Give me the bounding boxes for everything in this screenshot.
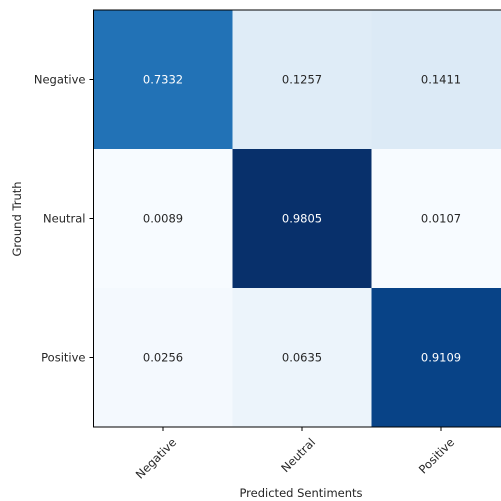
y-tick-label: Neutral	[43, 212, 85, 226]
heatmap-cell	[371, 288, 501, 427]
heatmap-cell	[93, 149, 233, 288]
cell-value-label: 0.0635	[282, 351, 322, 365]
heatmap-cell	[232, 10, 372, 149]
cell-value-label: 0.7332	[143, 73, 183, 87]
y-axis-ticks: Negative Neutral Positive	[34, 73, 94, 365]
cell-value-label: 0.1257	[282, 73, 322, 87]
heatmap-cells: 0.7332 0.1257 0.1411 0.0089 0.9805 0.0107 0.02…	[93, 10, 501, 427]
y-tick-label: Negative	[34, 73, 86, 87]
y-axis-label: Ground Truth	[10, 181, 24, 256]
y-tick-label: Positive	[41, 351, 85, 365]
heatmap-cell	[93, 288, 233, 427]
x-tick-label: Negative	[133, 435, 179, 481]
heatmap-cell	[371, 10, 501, 149]
heatmap-cell	[371, 149, 501, 288]
cell-value-label: 0.9805	[282, 212, 322, 226]
cell-value-label: 0.1411	[421, 73, 461, 87]
x-axis-ticks: Negative Neutral Positive	[133, 427, 457, 482]
heatmap-cell	[232, 288, 372, 427]
cell-value-label: 0.0256	[143, 351, 183, 365]
heatmap-cell	[232, 149, 372, 288]
cell-value-label: 0.9109	[421, 351, 461, 365]
x-tick-label: Neutral	[278, 435, 318, 475]
cell-value-label: 0.0107	[421, 212, 461, 226]
x-axis-label: Predicted Sentiments	[239, 486, 362, 500]
cell-value-label: 0.0089	[143, 212, 183, 226]
x-tick-label: Positive	[416, 435, 457, 476]
heatmap-cell	[93, 10, 233, 149]
